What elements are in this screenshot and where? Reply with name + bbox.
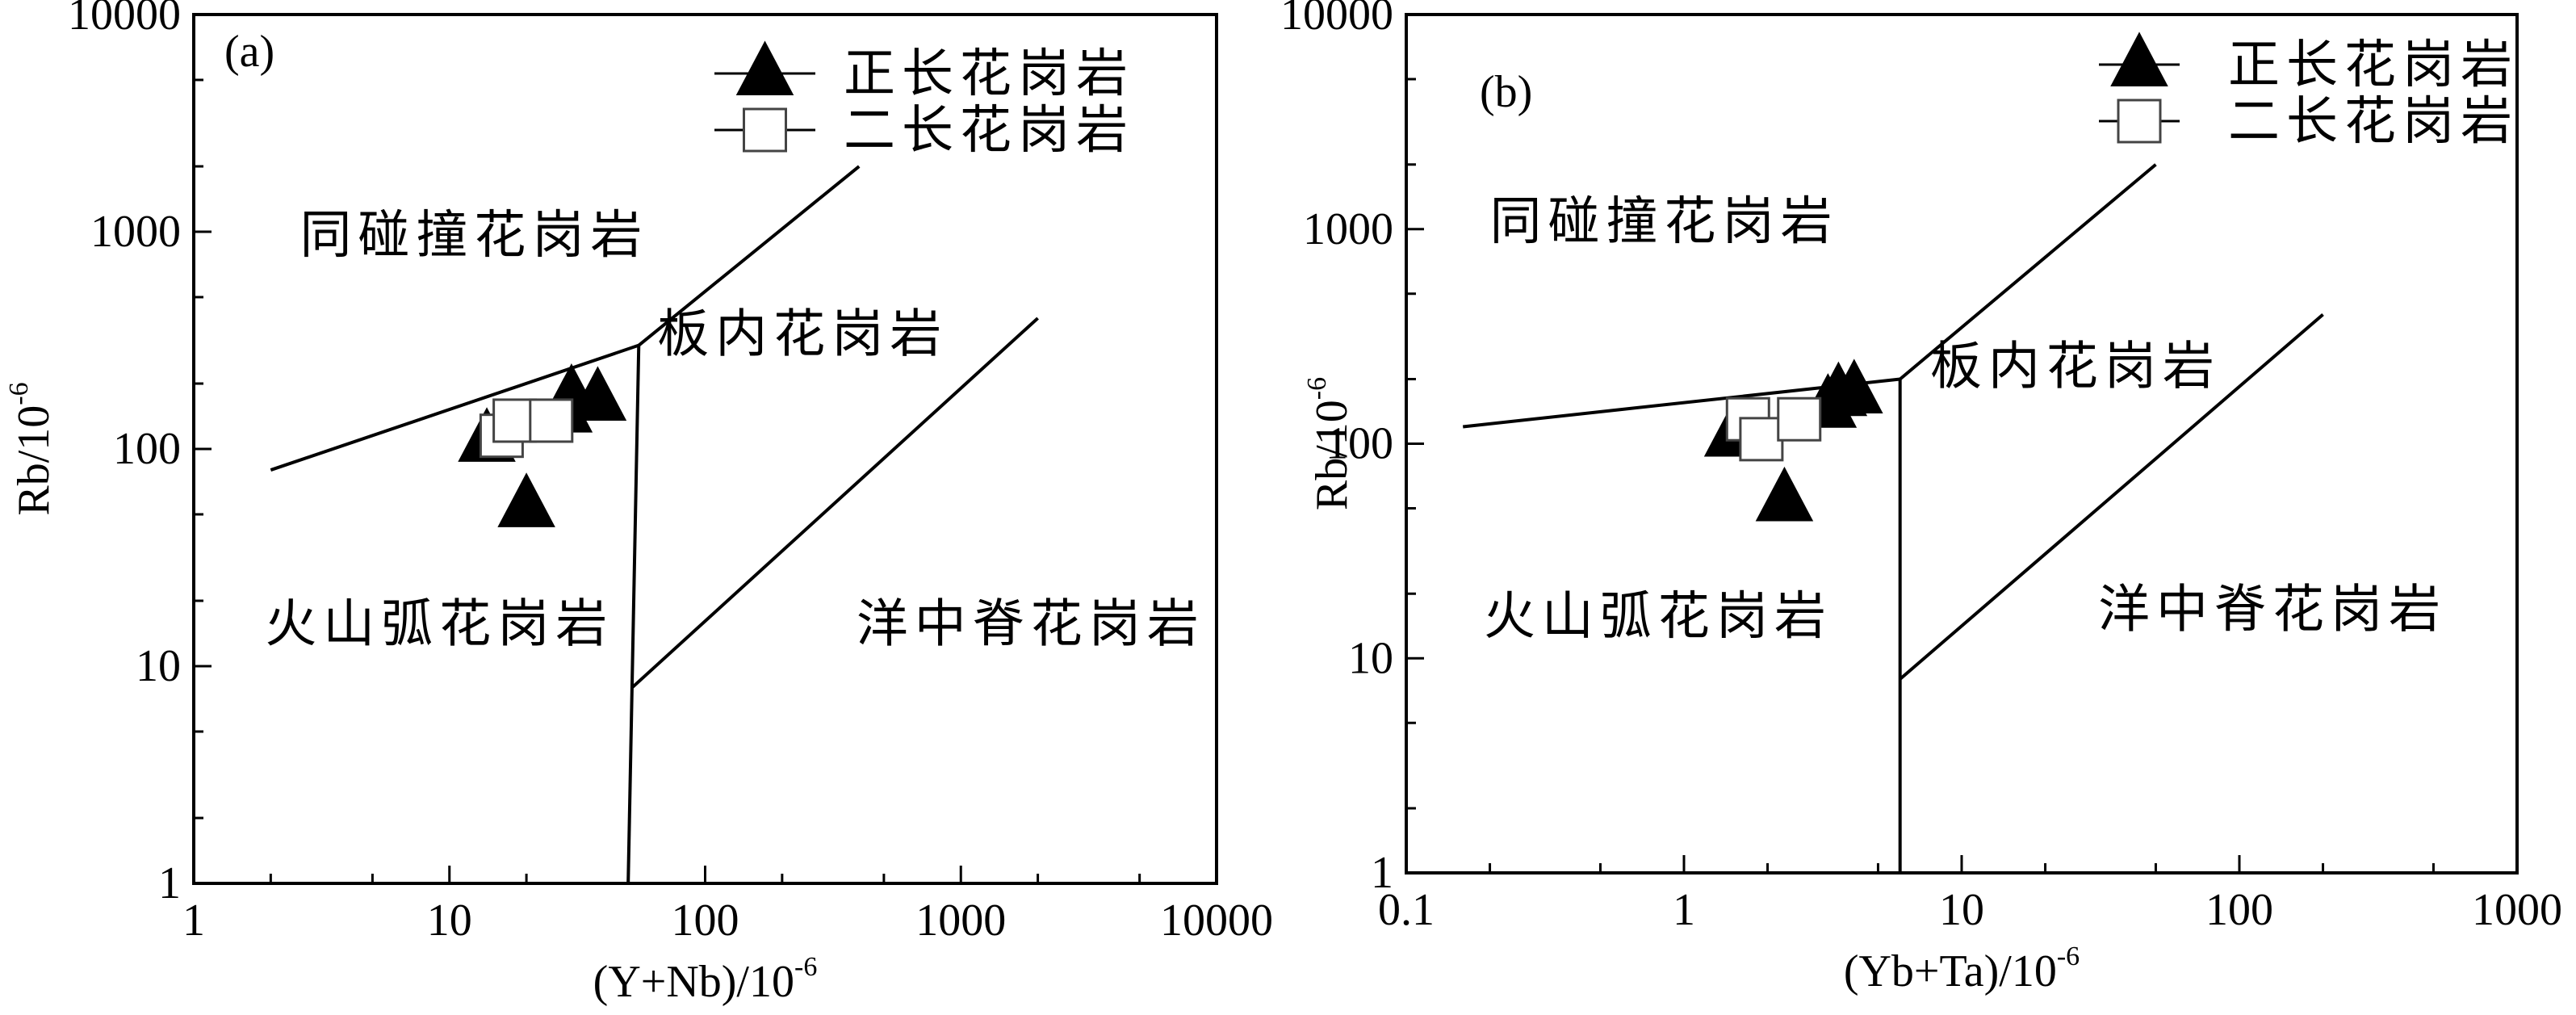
legend-square-marker — [743, 107, 787, 153]
data-point-triangle — [1755, 466, 1814, 522]
panel-label: (b) — [1480, 67, 1532, 117]
x-axis-title: (Yb+Ta)/10-6 — [1844, 942, 2080, 996]
y-axis-title: Rb/10-6 — [4, 382, 59, 515]
x-axis-title-main: (Y+Nb)/10 — [593, 957, 794, 1007]
x-tick-label: 1 — [182, 895, 205, 946]
y-tick-label: 1000 — [1303, 204, 1393, 254]
legend-label: 正长花岗岩 — [2228, 36, 2519, 94]
legend-triangle-marker — [2110, 31, 2168, 87]
legend-label: 二长花岗岩 — [2228, 93, 2519, 150]
y-tick-label: 100 — [1326, 419, 1393, 469]
data-point-square — [529, 398, 574, 443]
data-point-square — [492, 398, 538, 443]
region-label: 板内花岗岩 — [657, 306, 948, 363]
region-label: 火山弧花岗岩 — [265, 595, 614, 652]
x-tick-label: 100 — [2205, 885, 2273, 935]
y-tick-label: 10 — [1348, 633, 1393, 683]
x-tick-label: 1000 — [2472, 885, 2562, 935]
region-label: 同碰撞花岗岩 — [299, 207, 648, 264]
y-axis-title-superscript: -6 — [1302, 377, 1332, 400]
region-label: 火山弧花岗岩 — [1484, 588, 1833, 645]
y-tick-label: 10000 — [68, 0, 181, 40]
y-tick-label: 10000 — [1280, 0, 1393, 40]
y-axis-title-main: Rb/10 — [9, 405, 59, 516]
y-tick-label: 100 — [113, 424, 181, 474]
x-tick-label: 100 — [672, 895, 739, 946]
x-axis-title-superscript: -6 — [2057, 942, 2080, 971]
chart-panel-a: 1 10 100 1000 10000 1 10 100 1000 10000 同碰撞花岗岩板内花岗… — [4, 0, 1273, 1007]
field-boundary-line — [270, 343, 639, 472]
x-tick-label: 10 — [427, 895, 472, 946]
legend-label: 二长花岗岩 — [844, 102, 1134, 159]
x-tick-label: 1000 — [915, 895, 1006, 946]
panel-label: (a) — [224, 27, 274, 77]
data-point-square — [1739, 417, 1784, 462]
field-boundary-line — [637, 165, 861, 347]
y-tick-label: 1 — [1371, 848, 1393, 898]
y-tick-label: 1000 — [90, 207, 181, 257]
field-boundary-line — [1899, 163, 2157, 381]
y-axis-title-superscript: -6 — [4, 382, 34, 405]
y-axis-title-main: Rb/10 — [1307, 400, 1357, 510]
y-tick-label: 1 — [158, 858, 181, 908]
region-label: 同碰撞花岗岩 — [1490, 193, 1839, 250]
x-tick-label: 0.1 — [1378, 885, 1435, 935]
x-axis-title-superscript: -6 — [794, 952, 817, 982]
region-label: 洋中脊花岗岩 — [2098, 581, 2447, 638]
x-axis-title: (Y+Nb)/10-6 — [593, 952, 818, 1007]
x-tick-label: 1 — [1673, 885, 1695, 935]
y-tick-label: 10 — [136, 641, 181, 691]
field-boundary-line — [631, 317, 1039, 689]
field-boundary-line — [1899, 312, 2324, 681]
chart-panel-b: 0.1 1 10 100 1000110100100010000同碰撞花岗岩板内花岗岩火… — [1280, 0, 2562, 996]
legend-label: 正长花岗岩 — [844, 45, 1134, 103]
data-point-square — [1777, 396, 1822, 442]
x-tick-label: 10000 — [1160, 895, 1273, 946]
region-label: 板内花岗岩 — [1930, 338, 2221, 395]
legend-triangle-marker — [735, 40, 794, 96]
x-tick-label: 10 — [1939, 885, 1984, 935]
data-point-triangle — [568, 366, 627, 422]
data-point-triangle — [497, 472, 555, 527]
field-boundary-line — [626, 345, 641, 884]
legend-square-marker — [2117, 99, 2162, 144]
data-point-triangle — [1825, 359, 1883, 413]
region-label: 洋中脊花岗岩 — [857, 595, 1205, 652]
x-axis-title-main: (Yb+Ta)/10 — [1844, 946, 2057, 996]
y-axis-title: Rb/10-6 — [1302, 377, 1357, 510]
